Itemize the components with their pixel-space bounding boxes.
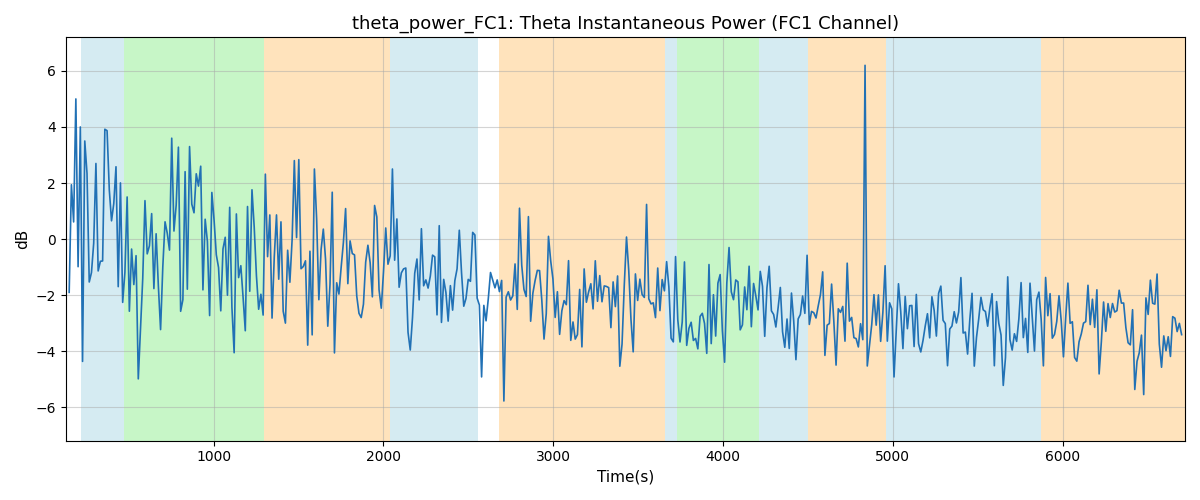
Bar <box>390 38 479 440</box>
Bar <box>82 38 124 440</box>
Bar <box>665 38 677 440</box>
Bar <box>677 38 758 440</box>
Bar <box>124 38 264 440</box>
Bar <box>758 38 808 440</box>
X-axis label: Time(s): Time(s) <box>596 470 654 485</box>
Title: theta_power_FC1: Theta Instantaneous Power (FC1 Channel): theta_power_FC1: Theta Instantaneous Pow… <box>352 15 899 34</box>
Y-axis label: dB: dB <box>16 229 30 249</box>
Bar <box>886 38 1040 440</box>
Bar <box>264 38 390 440</box>
Bar <box>808 38 886 440</box>
Bar <box>499 38 665 440</box>
Bar <box>1040 38 1186 440</box>
